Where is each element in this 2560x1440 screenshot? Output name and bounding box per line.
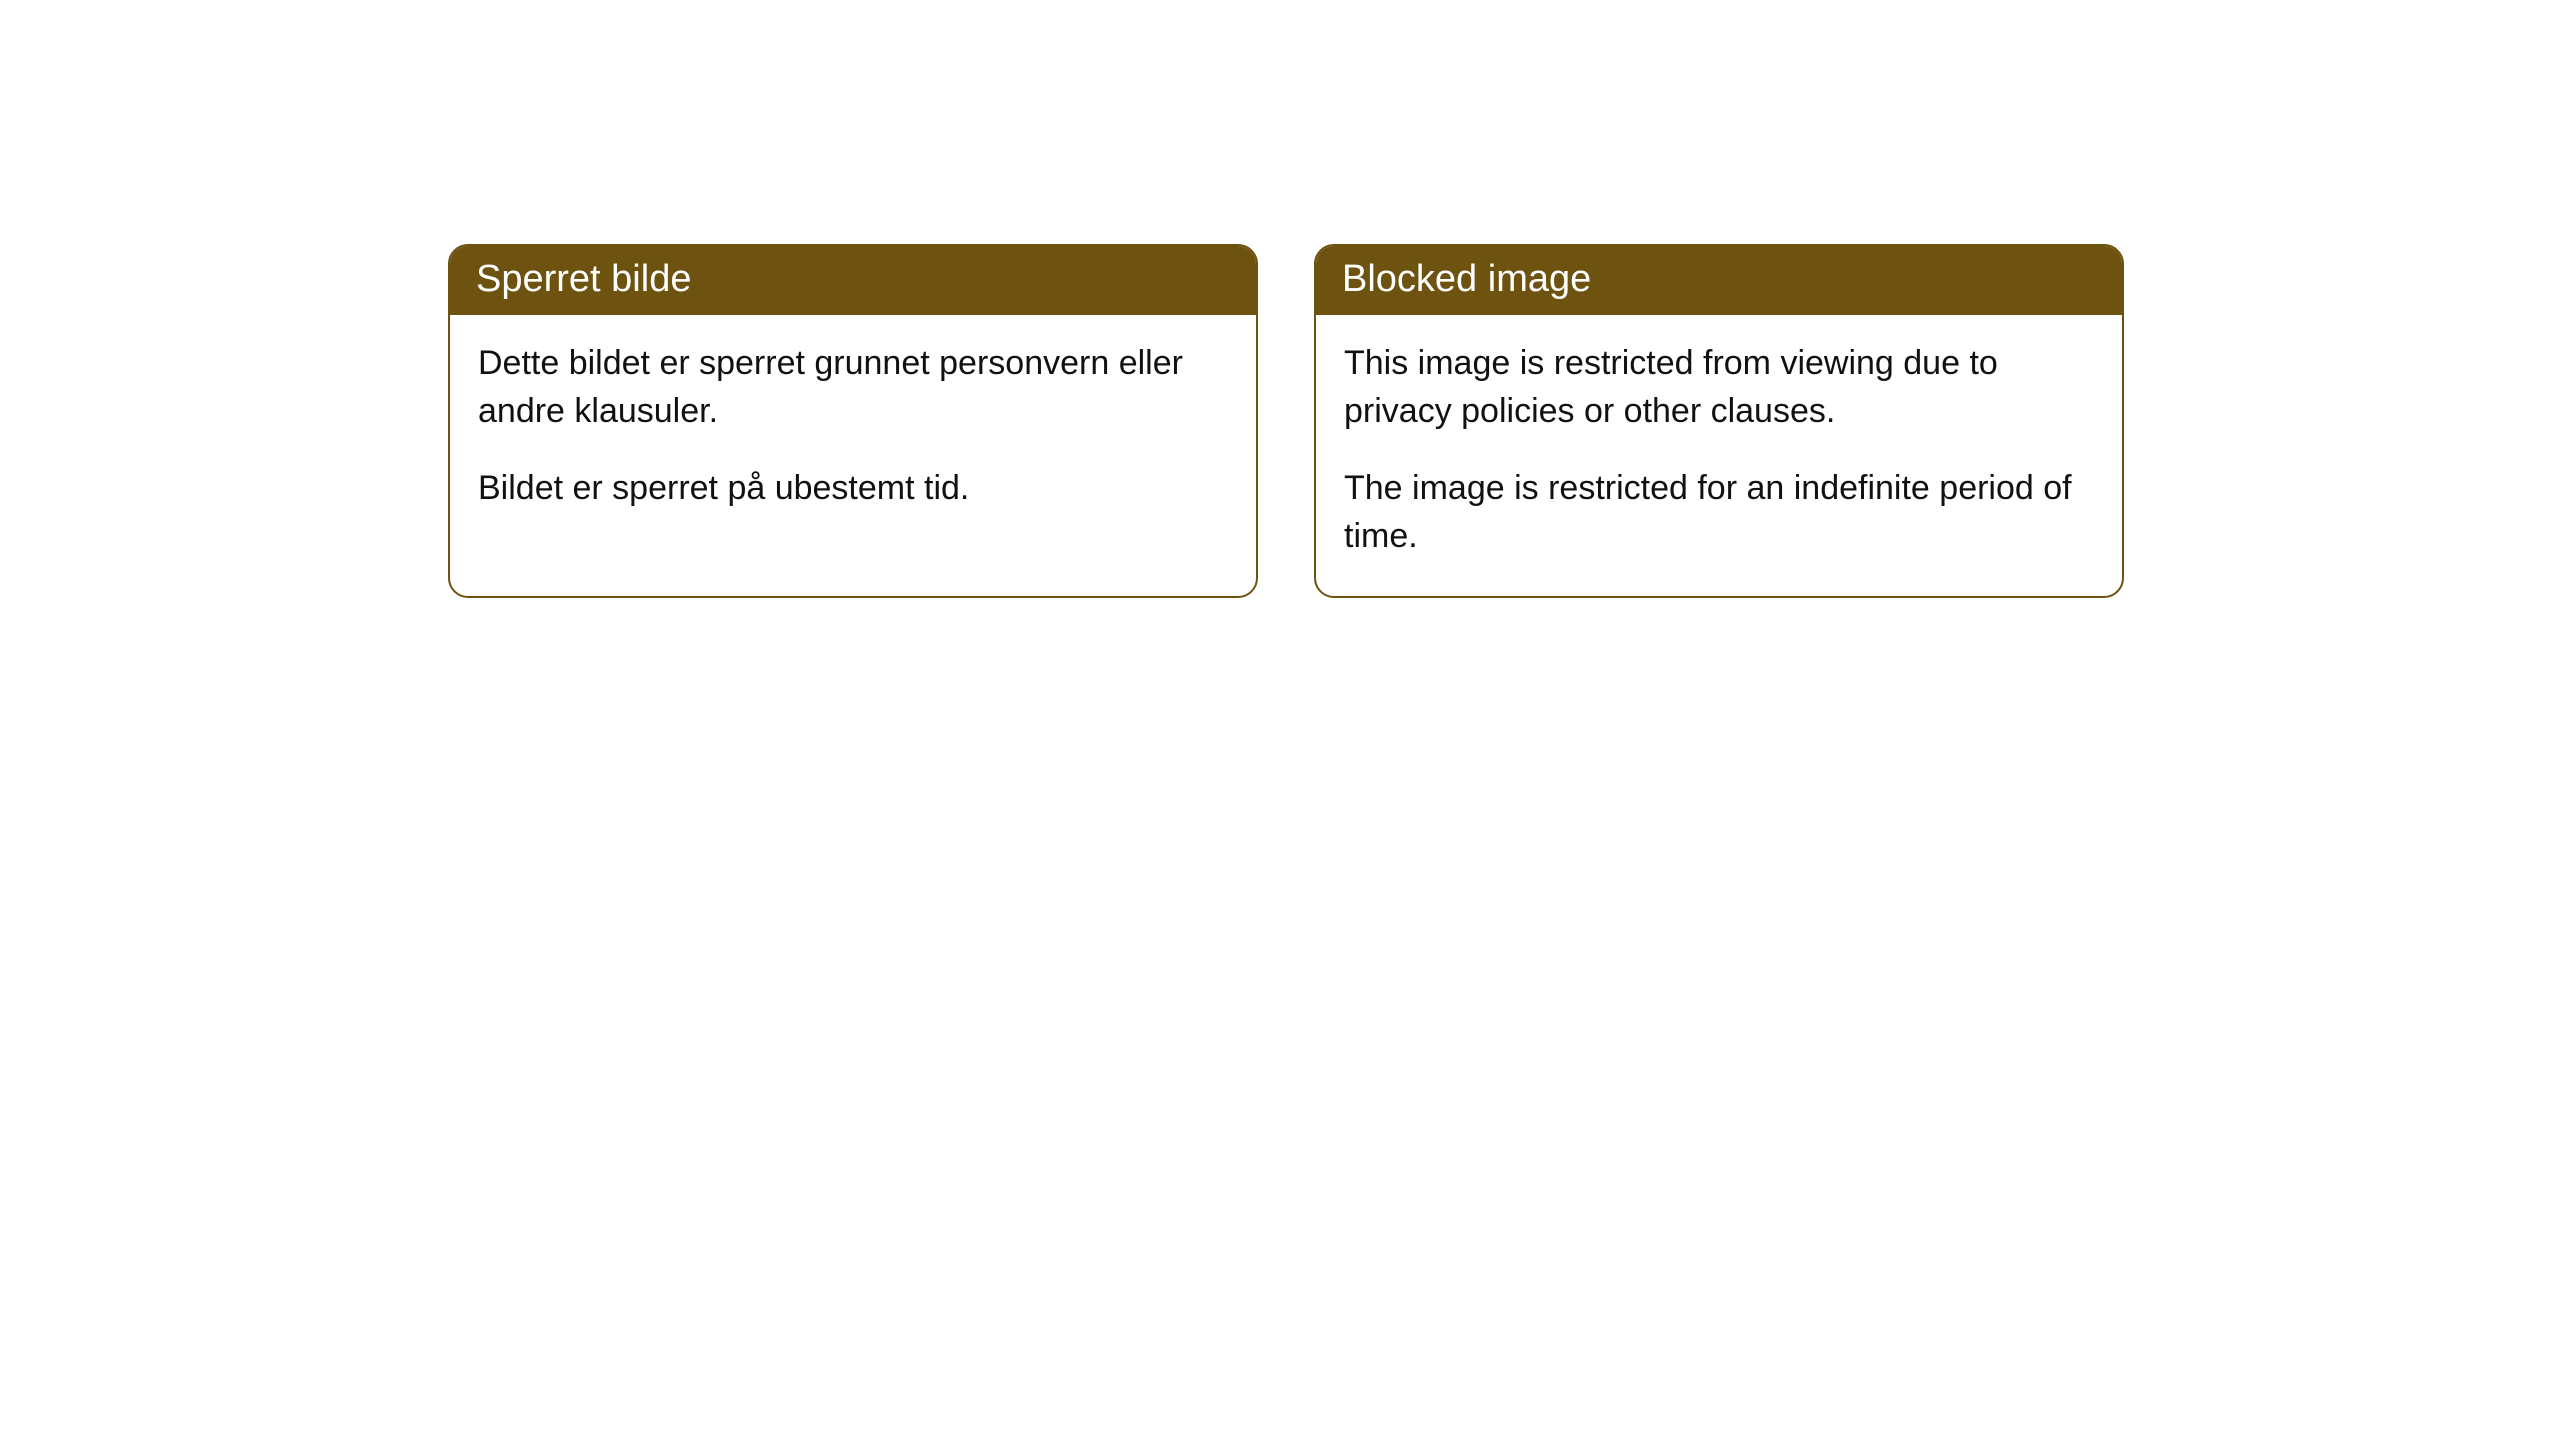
card-text: Dette bildet er sperret grunnet personve… (478, 339, 1228, 436)
card-body: Dette bildet er sperret grunnet personve… (450, 315, 1256, 548)
card-text: Bildet er sperret på ubestemt tid. (478, 464, 1228, 512)
card-body: This image is restricted from viewing du… (1316, 315, 2122, 596)
card-text: This image is restricted from viewing du… (1344, 339, 2094, 436)
card-title: Sperret bilde (450, 246, 1256, 315)
card-title: Blocked image (1316, 246, 2122, 315)
card-text: The image is restricted for an indefinit… (1344, 464, 2094, 561)
blocked-image-card-en: Blocked image This image is restricted f… (1314, 244, 2124, 598)
blocked-image-card-no: Sperret bilde Dette bildet er sperret gr… (448, 244, 1258, 598)
card-container: Sperret bilde Dette bildet er sperret gr… (0, 0, 2560, 598)
